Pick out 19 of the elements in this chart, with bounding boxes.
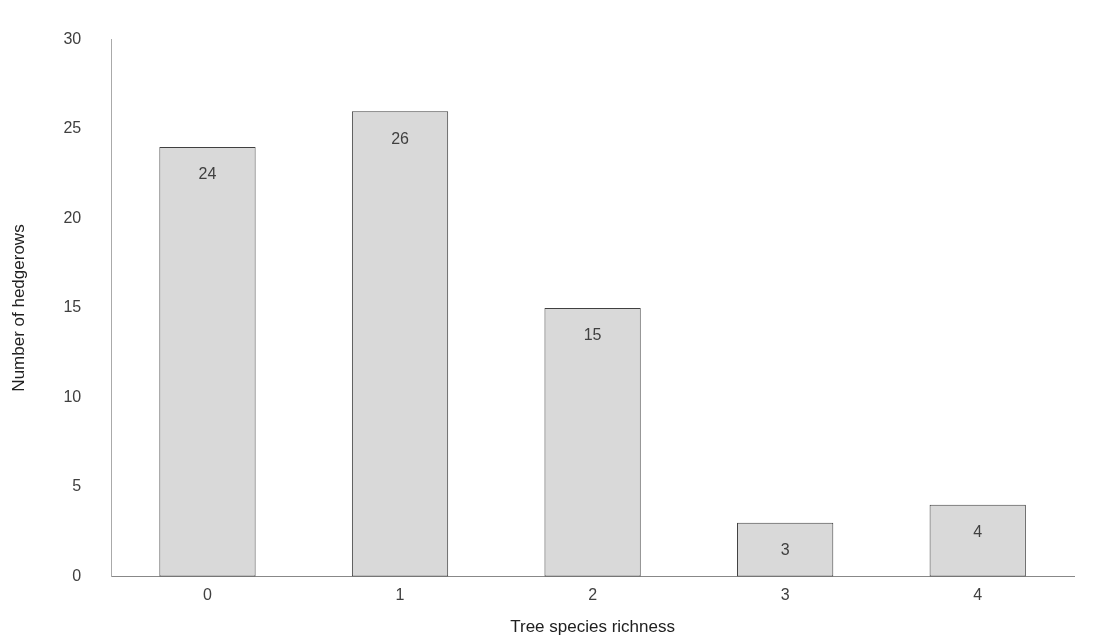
data-label: 15 xyxy=(583,326,602,344)
x-tick-label: 0 xyxy=(203,586,213,604)
y-tick-label: 15 xyxy=(63,298,82,316)
y-tick-label: 25 xyxy=(63,119,82,137)
y-axis-title: Number of hedgerows xyxy=(8,224,28,392)
x-tick-label: 3 xyxy=(780,586,790,604)
data-label: 3 xyxy=(780,541,790,559)
x-tick-label: 2 xyxy=(588,586,598,604)
data-label: 26 xyxy=(391,129,410,147)
y-tick-label: 0 xyxy=(72,566,82,584)
x-axis-title: Tree species richness xyxy=(510,617,675,637)
x-tick-label: 4 xyxy=(973,586,983,604)
data-label: 24 xyxy=(198,165,217,183)
y-tick-label: 20 xyxy=(63,208,82,226)
y-tick-label: 5 xyxy=(72,477,82,495)
data-label: 4 xyxy=(973,523,983,541)
x-tick-label: 1 xyxy=(395,586,405,604)
y-tick-label: 30 xyxy=(63,30,82,48)
y-tick-label: 10 xyxy=(63,387,82,405)
